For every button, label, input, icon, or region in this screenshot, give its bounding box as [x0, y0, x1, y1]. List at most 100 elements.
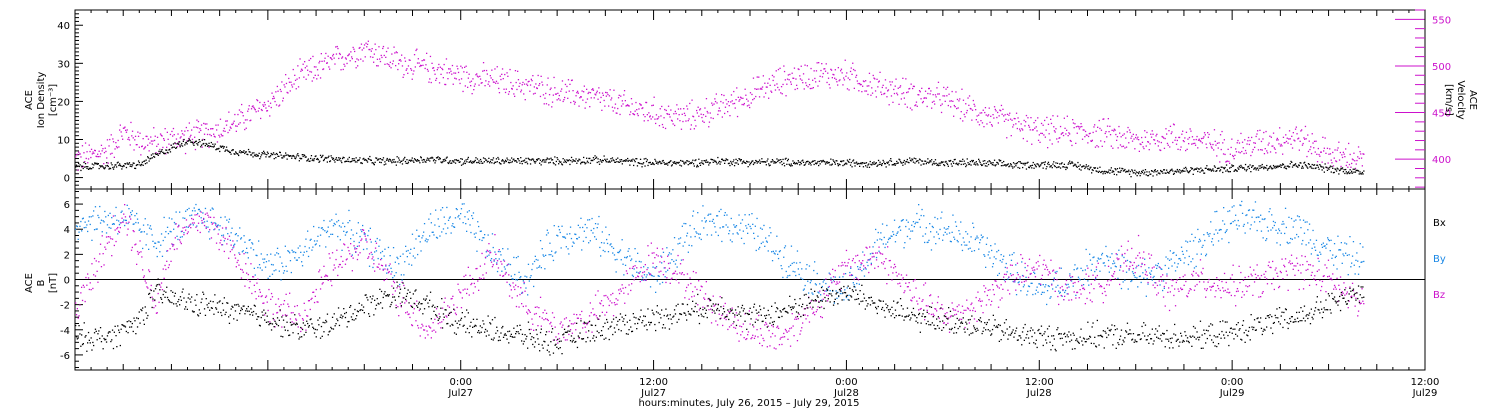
velocity-point — [410, 69, 413, 71]
density-point — [486, 161, 488, 163]
density-point — [960, 163, 962, 166]
by-point — [1314, 249, 1317, 251]
velocity-point — [235, 130, 237, 132]
by-point — [118, 224, 121, 226]
velocity-point — [577, 92, 579, 94]
by-point — [753, 232, 755, 234]
density-point — [203, 142, 205, 145]
density-point — [1061, 162, 1063, 164]
velocity-point — [663, 117, 665, 119]
density-point — [806, 160, 808, 163]
density-point — [659, 161, 661, 163]
density-point — [1304, 161, 1306, 163]
density-point — [546, 157, 548, 159]
velocity-point — [584, 107, 586, 109]
velocity-point — [795, 78, 797, 80]
density-point — [930, 161, 932, 163]
by-point — [1200, 253, 1202, 255]
by-point — [675, 259, 677, 261]
velocity-point — [968, 104, 970, 106]
by-point — [667, 254, 670, 256]
density-point — [511, 157, 513, 159]
density-point — [915, 160, 918, 163]
density-point — [1016, 162, 1018, 164]
by-point — [956, 239, 958, 242]
velocity-point — [1115, 133, 1117, 136]
velocity-point — [975, 109, 977, 111]
density-point — [1118, 171, 1120, 173]
velocity-point — [561, 80, 564, 82]
velocity-point — [1078, 128, 1081, 130]
density-point — [899, 161, 902, 163]
velocity-point — [261, 109, 263, 112]
velocity-point — [993, 117, 995, 119]
density-point — [1232, 165, 1234, 167]
velocity-point — [1041, 132, 1043, 135]
by-point — [585, 236, 587, 239]
velocity-point — [448, 72, 451, 74]
velocity-point — [415, 49, 417, 52]
density-point — [694, 159, 696, 162]
velocity-point — [923, 97, 925, 99]
density-point — [267, 152, 269, 155]
by-point — [837, 291, 839, 294]
velocity-point — [1089, 132, 1091, 134]
velocity-point — [799, 75, 801, 77]
by-point — [574, 233, 576, 235]
by-point — [641, 279, 643, 281]
velocity-point — [465, 65, 467, 67]
by-point — [1211, 238, 1214, 240]
velocity-point — [333, 57, 335, 59]
density-point — [640, 163, 642, 165]
density-point — [760, 161, 762, 163]
velocity-point — [525, 79, 527, 81]
velocity-point — [360, 43, 363, 45]
velocity-point — [244, 119, 247, 121]
density-point — [1264, 167, 1266, 169]
density-point — [1223, 168, 1225, 170]
by-point — [795, 262, 798, 264]
density-point — [580, 163, 582, 165]
density-point — [1000, 165, 1003, 167]
velocity-point — [514, 70, 517, 72]
by-point — [419, 241, 421, 243]
density-point — [749, 162, 752, 165]
by-point — [712, 218, 714, 221]
density-point — [238, 154, 240, 157]
velocity-point — [763, 96, 765, 98]
by-point — [998, 272, 1000, 275]
by-point — [1175, 254, 1177, 256]
by-point — [1198, 241, 1200, 243]
by-point — [1100, 258, 1102, 260]
by-point — [1030, 282, 1032, 284]
by-point — [226, 219, 228, 221]
by-point — [1064, 291, 1066, 294]
by-point — [1292, 226, 1294, 228]
density-point — [604, 158, 606, 160]
density-point — [129, 165, 131, 167]
by-point — [965, 231, 967, 233]
density-point — [407, 162, 409, 165]
density-point — [1059, 167, 1062, 169]
velocity-point — [887, 90, 889, 92]
by-point — [121, 210, 123, 212]
by-point — [533, 260, 536, 263]
density-point — [637, 162, 639, 164]
by-point — [1165, 256, 1167, 258]
density-point — [1300, 162, 1302, 164]
density-point — [809, 162, 811, 164]
density-point — [312, 158, 314, 160]
density-point — [790, 165, 792, 167]
density-point — [735, 158, 737, 160]
velocity-point — [1091, 139, 1093, 141]
by-point — [1203, 234, 1205, 236]
velocity-point — [201, 146, 203, 148]
velocity-point — [1222, 153, 1225, 155]
density-point — [410, 159, 413, 161]
density-point — [460, 164, 463, 166]
by-point — [137, 222, 139, 224]
velocity-point — [1359, 151, 1361, 153]
velocity-point — [1160, 149, 1162, 152]
velocity-point — [366, 46, 368, 48]
density-point — [661, 162, 663, 164]
